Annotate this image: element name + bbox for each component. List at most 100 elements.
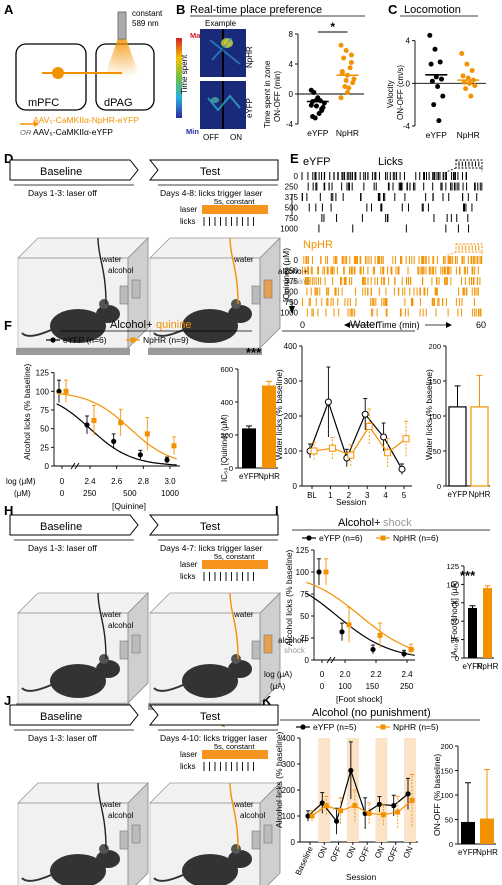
cage-top xyxy=(149,592,281,614)
f-x-tick-label-linear: 250 xyxy=(83,489,97,498)
baseline-arrow-box xyxy=(9,159,139,181)
laser-row-label: laser xyxy=(180,560,198,569)
i-bar-y-tick-label: 100 xyxy=(446,580,459,589)
mouse-head xyxy=(228,850,252,868)
panel-letter-a: A xyxy=(4,2,14,17)
k-point-nphr xyxy=(323,803,329,809)
colorbar xyxy=(176,38,182,118)
e-nphr-label: NpHR xyxy=(303,239,333,251)
mouse-tail xyxy=(21,874,52,882)
f-y-tick-label: 0 xyxy=(45,462,50,471)
raster-row-label: 1000 xyxy=(280,309,298,318)
k-point-eyfp xyxy=(391,803,397,809)
k-bar-y-tick-label: 50 xyxy=(445,816,453,825)
alcohol-label: alcohol xyxy=(240,811,266,820)
f-y-tick-label: 100 xyxy=(36,387,50,396)
k-y-tick-label: 300 xyxy=(282,760,296,769)
k-on-shade xyxy=(375,738,388,842)
tether xyxy=(229,237,239,305)
c-x-tick-label: eYFP xyxy=(426,130,448,140)
test-label: Test xyxy=(200,166,220,178)
bottle-alcohol xyxy=(131,279,141,299)
shock-label: shock xyxy=(284,646,306,655)
c-point xyxy=(461,79,467,85)
k-bar-y-tick-label: 200 xyxy=(440,742,453,751)
i-x-tick-label-linear: 250 xyxy=(400,682,414,691)
b-point xyxy=(350,80,356,86)
b-point xyxy=(348,52,354,58)
g-bar-y-tick-label: 50 xyxy=(433,447,441,456)
test-label: Test xyxy=(200,711,220,723)
f-bar-y-tick-label: 200 xyxy=(220,431,233,440)
test-label: Test xyxy=(200,521,220,533)
mouse-ear xyxy=(231,844,241,854)
raster-row-label: 1000 xyxy=(280,225,298,234)
days-baseline-label: Days 1-3: laser off xyxy=(28,188,97,198)
e-licks-label: Licks xyxy=(378,156,404,168)
b-point xyxy=(341,55,347,61)
days-test-label: Days 4-7: licks trigger laser xyxy=(160,543,263,553)
g-y-tick-label: 200 xyxy=(284,412,298,421)
g-bar-y-tick-label: 100 xyxy=(428,412,441,421)
f-point-nphr xyxy=(171,443,177,449)
k-legend-eyfp: eYFP (n=5) xyxy=(313,722,357,732)
f-legend-eyfp: eYFP (n=6) xyxy=(63,335,107,345)
row-label-nphr: NpHR xyxy=(245,46,254,68)
k-x-tick-label: OFF xyxy=(357,845,372,863)
days-test-label: Days 4-10: licks trigger laser xyxy=(160,733,267,743)
bottle-alcohol xyxy=(263,634,273,654)
c-point xyxy=(432,46,438,52)
g-bar-y-tick-label: 0 xyxy=(437,482,441,491)
mpfc-neuron-soma xyxy=(52,67,64,79)
dpag-label: dPAG xyxy=(104,97,133,109)
raster-row-label: 0 xyxy=(294,172,299,181)
b-point xyxy=(314,103,319,109)
c-point xyxy=(439,76,444,82)
k-point-eyfp xyxy=(348,767,354,774)
f-axis-break xyxy=(70,462,76,470)
i-axis-break xyxy=(330,656,336,664)
i-x-tick-label-linear: 100 xyxy=(338,682,352,691)
k-on-shade xyxy=(318,738,331,842)
baseline-label: Baseline xyxy=(40,521,82,533)
g-point-eyfp xyxy=(380,433,388,441)
k-point-nphr xyxy=(309,813,315,819)
or-label: OR xyxy=(20,128,32,137)
k-bar-eyfp xyxy=(461,821,475,844)
g-x-tick-label: 1 xyxy=(328,491,333,500)
i-bar-y-tick-label: 25 xyxy=(451,636,459,645)
i-legend-marker-eyfp xyxy=(306,535,312,541)
b-y-tick-label: 8 xyxy=(289,30,294,39)
mpfc-label: mPFC xyxy=(28,97,59,109)
c-point xyxy=(429,78,435,84)
c-y-tick-label: -4 xyxy=(403,122,411,131)
i-bar-eyfp xyxy=(468,607,477,658)
laser-constant-label: constant xyxy=(132,9,163,18)
k-bar-y-tick-label: 100 xyxy=(440,791,453,800)
mouse-tail xyxy=(21,329,52,337)
bottle-water xyxy=(119,640,129,660)
c-point xyxy=(435,84,441,90)
f-bar-nphr xyxy=(262,385,276,468)
mouse-ear xyxy=(99,654,109,664)
mouse-head xyxy=(228,660,252,678)
k-x-tick-label: OFF xyxy=(328,845,343,863)
mouse-tail xyxy=(153,874,184,882)
mouse-body xyxy=(50,309,106,343)
k-point-nphr xyxy=(338,808,344,814)
g-point-eyfp xyxy=(361,410,369,418)
b-point xyxy=(339,70,345,76)
mouse-body xyxy=(50,664,106,698)
panel-letter-e: E xyxy=(290,151,299,166)
g-title: Water xyxy=(350,319,379,331)
i-fit-eyfp xyxy=(305,592,415,656)
f-y-tick-label: 50 xyxy=(40,425,49,434)
e-eyfp-label: eYFP xyxy=(303,156,331,168)
g-bar-x-label: NpHR xyxy=(469,490,491,499)
g-xlabel: Session xyxy=(336,497,367,507)
days-test-label: Days 4-8: licks trigger laser xyxy=(160,188,263,198)
i-y-tick-label: 75 xyxy=(300,590,309,599)
k-y-tick-label: 400 xyxy=(282,734,296,743)
tether xyxy=(97,237,107,305)
